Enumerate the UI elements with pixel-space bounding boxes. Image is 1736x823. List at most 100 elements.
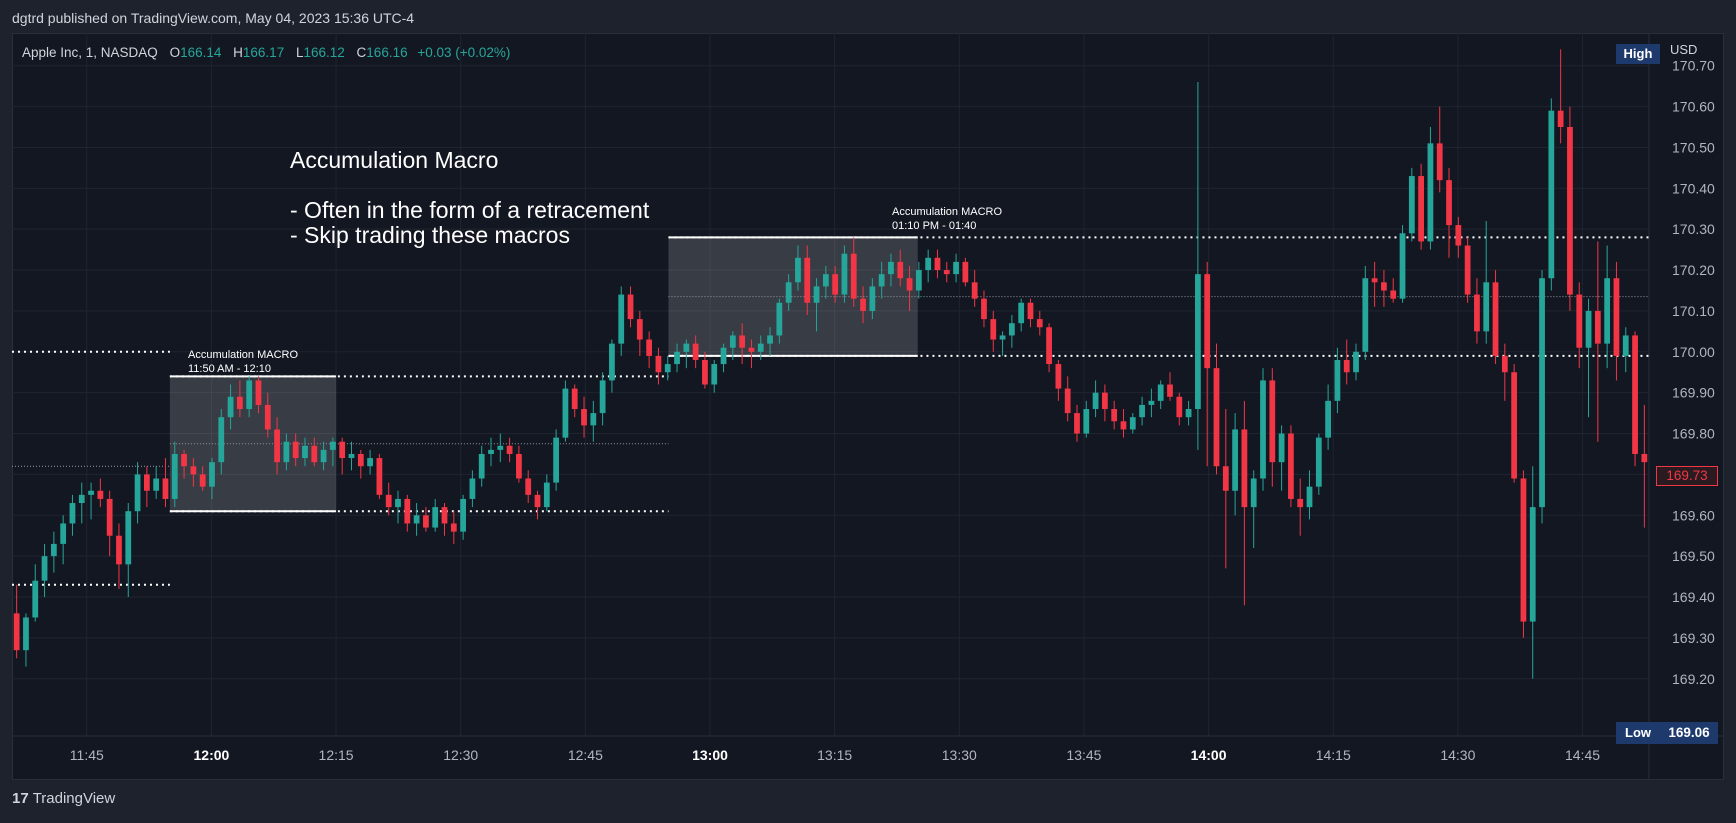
candle-body [376,458,383,495]
candle-body [1250,478,1257,508]
candle-body [1613,278,1620,356]
candle [181,449,187,479]
candle-body [153,478,160,491]
candle [692,335,699,369]
candle [227,384,234,430]
macro-box-label-2[interactable]: Accumulation MACRO 01:10 PM - 01:40 [892,206,1003,232]
candle [1390,278,1397,303]
candle [1529,466,1536,679]
candle [1018,298,1025,332]
y-tick-label: 170.70 [1672,58,1715,74]
candle-body [404,498,411,524]
candle-body [562,388,569,438]
candle-body [1064,388,1071,414]
candle [60,515,67,565]
candle [915,261,922,299]
candle-body [1483,282,1490,332]
x-tick-label: 13:30 [942,747,977,763]
candle-body [1269,380,1276,463]
candle-body [162,478,169,499]
candle [330,437,336,467]
candle-body [1455,225,1462,246]
candle [1055,359,1062,401]
candle [934,249,941,279]
candle [683,339,690,369]
candle-body [1111,409,1118,422]
x-tick-label: 12:30 [443,747,478,763]
candle-body [385,494,392,508]
candle [869,278,876,320]
legend-high-value: 166.17 [242,45,285,60]
candlestick-chart[interactable]: 169.20169.30169.40169.50169.60169.70169.… [12,33,1724,780]
candle-body [1036,319,1043,328]
candle-body [1427,143,1434,242]
candle-body [915,270,922,291]
candle-body [627,294,634,320]
candle-body [497,445,504,450]
candle [971,270,978,307]
candle-body [199,474,206,487]
candle [795,245,801,291]
candle [190,458,197,487]
candle [1232,413,1238,516]
candle-body [767,335,773,344]
candle [1548,98,1555,291]
candle-body [1622,335,1629,356]
macro-note-text[interactable]: Accumulation Macro - Often in the form o… [290,147,650,248]
candle [50,531,57,573]
candle-body [302,445,308,459]
candle-body [1232,429,1238,491]
macro-box-label-1[interactable]: Accumulation MACRO 11:50 AM - 12:10 [188,349,299,375]
x-tick-label: 12:00 [194,747,230,763]
candle [236,380,243,418]
y-tick-label: 169.20 [1672,671,1715,687]
candle [1399,225,1406,303]
candle [1334,347,1341,414]
candle [999,331,1006,356]
candle-body [1632,335,1638,454]
candle [1306,470,1313,520]
candle-body [869,286,876,311]
candle [1455,216,1462,258]
candle-body [739,335,746,348]
candle [543,474,550,512]
candle [1297,478,1304,536]
candle-body [1213,368,1220,467]
candle [1632,331,1638,467]
candle [1520,470,1527,638]
candle [432,498,439,532]
candle-body [339,441,346,459]
price-axis: 169.20169.30169.40169.50169.60169.70169.… [1672,58,1715,687]
candle-body [1120,421,1127,430]
candle-body [1418,176,1425,242]
chart-grid [12,33,1649,736]
candle [860,286,866,324]
candle [534,490,541,520]
candle [255,376,262,414]
candle-body [1464,245,1471,295]
candle [702,351,708,389]
symbol-legend[interactable]: Apple Inc, 1, NASDAQ O166.14 H166.17 L16… [22,45,510,60]
candle-body [1008,323,1015,336]
candle [1111,400,1118,430]
candle-body [1083,409,1090,434]
candle-body [1074,413,1080,434]
candle-body [832,274,839,295]
candle-body [934,257,941,271]
candle [832,265,839,303]
candle-body [478,453,485,479]
candle-body [1195,274,1201,410]
candle-body [1102,392,1108,410]
candle-body [23,617,29,651]
low-badge: Low [1616,722,1660,744]
candle [106,490,113,557]
tradingview-logo[interactable]: 17 TradingView [12,790,115,807]
x-tick-label: 14:00 [1191,747,1227,763]
candle-body [1306,486,1313,508]
candle-body [571,388,578,410]
candle-body [209,462,215,487]
candle-body [283,441,290,463]
candle-body [1092,392,1099,410]
y-tick-label: 169.90 [1672,385,1715,401]
candle [1036,310,1043,336]
